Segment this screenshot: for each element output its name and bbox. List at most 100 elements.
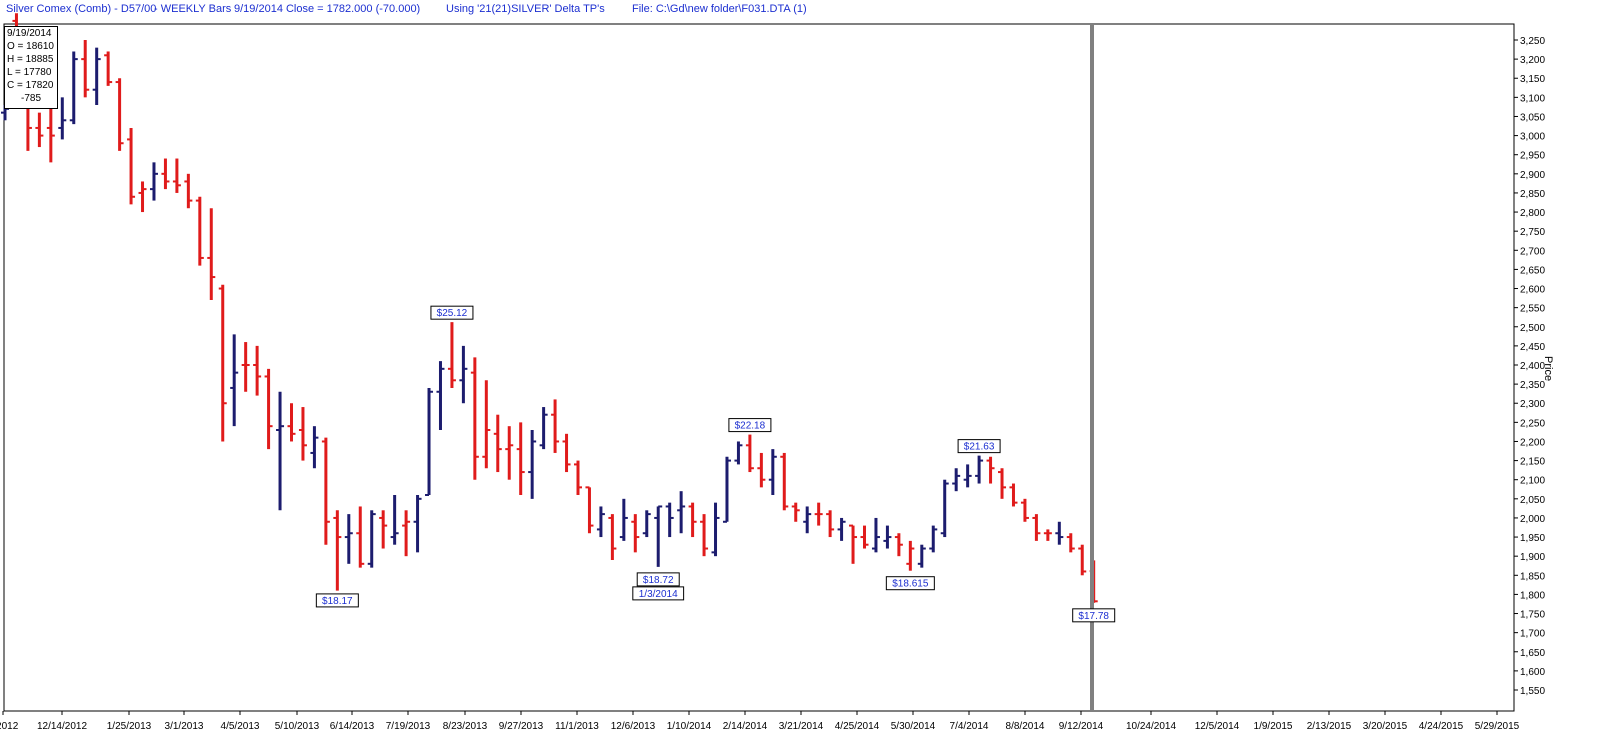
ohlc-bar	[276, 391, 285, 511]
x-tick-label: 12/5/2014	[1195, 721, 1240, 732]
ohlc-bar	[81, 40, 90, 98]
ohlc-bar	[677, 491, 686, 534]
ohlc-bar	[230, 334, 239, 427]
ohlc-bar	[722, 456, 731, 523]
ohlc-bar	[688, 502, 697, 538]
ohlc-bar	[482, 380, 491, 469]
ohlc-bar	[505, 426, 514, 480]
file-label: File: C:\Gd\new folder\F031.DTA (1)	[632, 3, 807, 15]
ohlc-bar	[860, 525, 869, 549]
ohlc-bar	[734, 441, 743, 465]
x-tick-label: 7/19/2013	[386, 721, 431, 732]
y-tick-label: 2,450	[1520, 342, 1545, 353]
ohlc-bar	[1066, 533, 1075, 553]
ohlc-bar	[172, 158, 181, 193]
y-axis: 1,550 1,600 1,650 1,700 1,750 1,800 1,850 1,900…	[1514, 36, 1545, 697]
annotation-label: $17.78	[1078, 611, 1109, 622]
ohlc-high: H = 18885	[7, 54, 54, 65]
ohlc-bar	[493, 414, 502, 473]
ohlc-bar	[149, 162, 158, 201]
y-tick-label: 2,150	[1520, 457, 1545, 468]
y-tick-label: 2,100	[1520, 476, 1545, 487]
y-tick-label: 1,750	[1520, 610, 1545, 621]
ohlc-bar	[161, 158, 170, 190]
price-annotation: $18.615	[885, 576, 935, 591]
x-tick-label: 1/9/2015	[1254, 721, 1293, 732]
bars-layer	[1, 13, 1098, 711]
x-tick-label: 2/14/2014	[723, 721, 768, 732]
price-annotation: $22.18	[728, 418, 772, 433]
ohlc-bar	[574, 460, 582, 495]
ohlc-bar	[940, 479, 949, 538]
y-tick-label: 2,600	[1520, 285, 1545, 296]
ohlc-close: C = 17820	[7, 80, 54, 91]
ohlc-bar	[791, 502, 800, 522]
ohlc-bar	[803, 506, 812, 534]
ohlc-bar	[929, 525, 938, 553]
ohlc-bar	[551, 399, 560, 453]
price-annotation: $21.63	[957, 439, 1001, 454]
ohlc-bar	[447, 322, 456, 388]
ohlc-bar	[917, 544, 926, 568]
y-tick-label: 2,500	[1520, 323, 1545, 334]
ohlc-bar	[814, 502, 823, 526]
x-tick-label: 1/25/2013	[107, 721, 152, 732]
y-tick-label: 3,250	[1520, 36, 1545, 47]
ohlc-bar	[1043, 529, 1052, 541]
ohlc-bar	[608, 514, 617, 560]
x-tick-label: 3/21/2014	[779, 721, 824, 732]
ohlc-bar	[1020, 498, 1029, 522]
x-tick-label: 10/24/2014	[1126, 721, 1176, 732]
close-info: 9/19/2014 Close = 1782.000 (-70.000)	[234, 3, 421, 15]
annotation-label: $22.18	[735, 421, 766, 432]
price-annotation: $18.17	[315, 593, 359, 608]
ohlc-date: 9/19/2014	[7, 28, 52, 39]
using-label: Using '21(21)SILVER' Delta TP's	[446, 3, 605, 15]
ohlc-bar	[883, 525, 892, 549]
ohlc-bar	[642, 510, 651, 538]
y-tick-label: 2,750	[1520, 227, 1545, 238]
y-tick-label: 1,950	[1520, 533, 1545, 544]
ohlc-bar	[849, 524, 858, 564]
ohlc-bar	[195, 196, 204, 266]
y-tick-label: 2,650	[1520, 265, 1545, 276]
x-tick-label: 12/14/2012	[37, 721, 87, 732]
ohlc-bar	[516, 422, 525, 495]
price-annotation: $17.78	[1072, 608, 1116, 623]
ohlc-bar	[321, 437, 330, 545]
ohlc-bar	[333, 510, 342, 591]
y-tick-label: 1,700	[1520, 629, 1545, 640]
y-tick-label: 1,900	[1520, 552, 1545, 563]
y-tick-label: 3,050	[1520, 112, 1545, 123]
x-tick-label: 6/14/2013	[330, 721, 375, 732]
ohlc-bar	[367, 510, 376, 568]
annotation-label: $21.63	[964, 442, 995, 453]
y-tick-label: 2,700	[1520, 246, 1545, 257]
ohlc-bar	[402, 510, 411, 557]
y-tick-label: 3,100	[1520, 93, 1545, 104]
x-tick-label: 9/12/2014	[1059, 721, 1104, 732]
x-tick-label: 2/13/2015	[1307, 721, 1352, 732]
x-tick-label: 9/27/2013	[499, 721, 544, 732]
y-tick-label: 3,200	[1520, 55, 1545, 66]
ohlc-bar	[963, 464, 972, 488]
ohlc-change: -785	[21, 93, 42, 104]
ohlc-bar	[757, 452, 766, 488]
ohlc-bar	[700, 514, 709, 557]
ohlc-bar	[58, 97, 67, 140]
ohlc-bar	[104, 51, 113, 86]
ohlc-bar	[562, 433, 571, 473]
x-tick-label: 7/4/2014	[950, 721, 989, 732]
annotation-label: $18.17	[322, 596, 353, 607]
ohlc-bar	[92, 47, 101, 105]
y-tick-label: 2,350	[1520, 380, 1545, 391]
y-tick-label: 2,950	[1520, 151, 1545, 162]
ohlc-bar	[115, 78, 124, 151]
ohlc-bar	[264, 368, 273, 450]
y-tick-label: 2,900	[1520, 170, 1545, 181]
ohlc-bar	[837, 517, 846, 541]
y-tick-label: 2,000	[1520, 514, 1545, 525]
ohlc-bar	[596, 506, 605, 538]
ohlc-bar	[1055, 521, 1064, 545]
x-tick-label: 3/1/2013	[165, 721, 204, 732]
